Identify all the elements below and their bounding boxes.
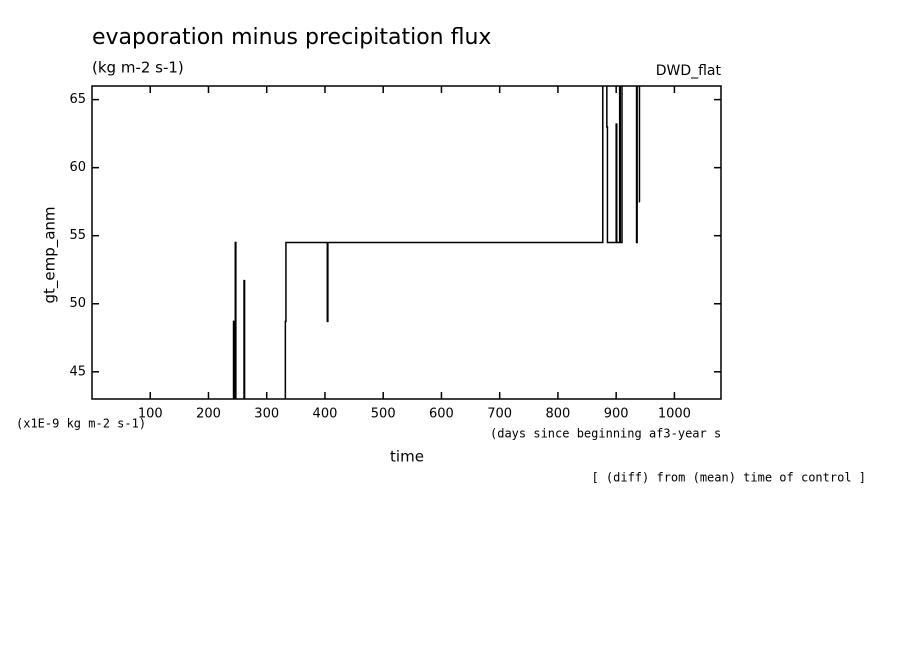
annotation: DWD_flat — [656, 63, 722, 79]
y-tick-label: 50 — [69, 296, 86, 311]
chart-title: evaporation minus precipitation flux — [92, 25, 491, 50]
x-tick-label: 300 — [254, 407, 279, 422]
y-tick-label: 60 — [69, 160, 86, 175]
x-axis-label: time — [390, 448, 424, 466]
data-line — [232, 86, 641, 399]
x-tick-label: 500 — [371, 407, 396, 422]
x-tick-label: 800 — [546, 407, 571, 422]
x-tick-label: 100 — [138, 407, 163, 422]
y-tick-label: 45 — [69, 364, 86, 379]
x-tick-label: 400 — [313, 407, 338, 422]
x-tick-label: 600 — [429, 407, 454, 422]
subtitle: (kg m-2 s-1) — [92, 59, 184, 77]
x-tick-label: 900 — [604, 407, 629, 422]
plot-frame — [91, 85, 722, 400]
y-tick-label: 55 — [69, 228, 86, 243]
y-tick-label: 65 — [69, 92, 86, 107]
footer: [ (diff) from (mean) time of control ] — [591, 471, 866, 485]
y-axis-label: gt_emp_anm — [41, 206, 60, 303]
x-tick-label: 200 — [196, 407, 221, 422]
x-unit-note: (days since beginning af3-year s — [490, 427, 721, 441]
x-tick-label: 700 — [487, 407, 512, 422]
y-scale-note: (x1E-9 kg m-2 s-1) — [16, 417, 146, 431]
x-tick-label: 1000 — [658, 407, 691, 422]
